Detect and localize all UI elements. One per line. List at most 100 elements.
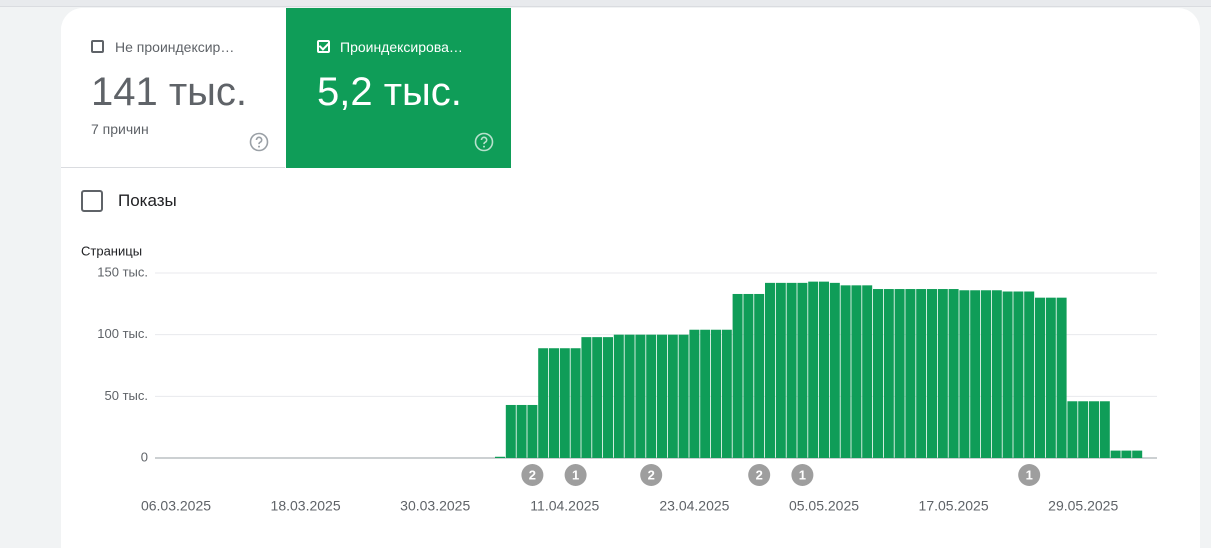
bar <box>927 289 937 458</box>
bar <box>527 404 538 458</box>
x-tick-label: 11.04.2025 <box>530 498 599 514</box>
event-marker <box>791 464 814 486</box>
bar <box>1099 401 1110 458</box>
bar <box>1132 450 1143 458</box>
bar <box>667 334 678 458</box>
bar <box>948 289 959 458</box>
bar <box>959 290 970 458</box>
card-label: Не проиндексир… <box>115 39 235 55</box>
bar <box>559 348 570 458</box>
bar <box>1089 401 1099 458</box>
card-note: 7 причин <box>91 121 149 137</box>
event-count: 2 <box>529 467 536 482</box>
bar <box>549 348 559 458</box>
page-body: {"cards": [ {"label": "Не проиндексир…",… <box>0 0 1211 526</box>
bar <box>635 334 646 458</box>
bar <box>538 348 549 458</box>
bar <box>775 282 786 458</box>
x-tick-label: 30.03.2025 <box>400 498 470 514</box>
bar <box>1056 297 1067 458</box>
bar <box>991 290 1002 458</box>
bar <box>883 289 894 458</box>
bar <box>603 337 613 458</box>
event-count: 1 <box>572 467 579 482</box>
x-tick-label: 23.04.2025 <box>659 498 729 514</box>
event-marker <box>564 464 587 486</box>
bar <box>981 290 991 458</box>
event-count: 1 <box>799 467 806 482</box>
bar <box>829 282 840 458</box>
page: html, body { margin: 0; width: 1211px; h… <box>0 0 1211 526</box>
bar <box>937 289 948 458</box>
event-marker <box>640 464 663 486</box>
bar <box>646 334 657 458</box>
bar <box>808 281 819 458</box>
bar <box>732 293 743 458</box>
bar <box>840 285 851 458</box>
bar <box>581 337 592 458</box>
y-tick-label: 0 <box>141 449 148 464</box>
card-label: Проиндексирова… <box>340 39 463 55</box>
bar <box>765 282 775 458</box>
bar <box>1067 401 1078 458</box>
card-value: 141 тыс. <box>91 70 248 114</box>
bar <box>1013 291 1024 458</box>
bar <box>678 334 689 458</box>
bar <box>700 329 711 458</box>
card-value: 5,2 тыс. <box>317 70 462 114</box>
chart: Страницы 0 50 тыс. 100 тыс. 150 тыс. 06.03.2… <box>81 243 1157 514</box>
bar <box>894 289 905 458</box>
impressions-checkbox[interactable] <box>81 190 103 212</box>
bar <box>970 290 981 458</box>
bar <box>721 329 732 458</box>
x-tick-label: 06.03.2025 <box>141 498 211 514</box>
bar <box>570 348 581 458</box>
bar <box>743 293 754 458</box>
event-count: 2 <box>648 467 655 482</box>
bar <box>851 285 862 458</box>
indexed-card[interactable]: Проиндексирова… 5,2 тыс. <box>286 8 511 168</box>
bar <box>689 329 700 458</box>
bar <box>905 289 916 458</box>
bar <box>1110 450 1121 458</box>
bar <box>1002 291 1013 458</box>
x-tick-label: 17.05.2025 <box>919 498 989 514</box>
bar <box>873 289 883 458</box>
bar <box>1024 291 1035 458</box>
bar <box>505 404 516 458</box>
bar <box>916 289 927 458</box>
event-marker <box>1018 464 1041 486</box>
bar <box>624 334 635 458</box>
top-strip <box>0 0 1211 7</box>
y-tick-label: 50 тыс. <box>105 388 148 403</box>
help-icon[interactable] <box>249 132 269 152</box>
y-tick-label: 150 тыс. <box>97 264 148 279</box>
impressions-label: Показы <box>118 191 177 210</box>
event-count: 1 <box>1026 467 1033 482</box>
bar <box>1121 450 1132 458</box>
bar <box>495 456 505 458</box>
x-tick-label: 18.03.2025 <box>271 498 341 514</box>
help-icon[interactable] <box>474 132 494 152</box>
y-axis-label: Страницы <box>81 243 142 258</box>
y-tick-label: 100 тыс. <box>97 326 148 341</box>
bar <box>711 329 721 458</box>
not-indexed-card[interactable]: Не проиндексир… 141 тыс. 7 причин <box>61 8 285 168</box>
event-count: 2 <box>756 467 763 482</box>
bar <box>754 293 765 458</box>
bar <box>613 334 624 458</box>
bar <box>819 281 829 458</box>
checkbox[interactable] <box>317 40 330 53</box>
x-tick-label: 05.05.2025 <box>789 498 859 514</box>
bar <box>862 285 873 458</box>
bar <box>1035 297 1045 458</box>
x-tick-label: 29.05.2025 <box>1048 498 1118 514</box>
bar <box>516 404 527 458</box>
bar <box>1078 401 1089 458</box>
bar <box>657 334 667 458</box>
event-marker <box>748 464 771 486</box>
bar <box>592 337 603 458</box>
event-marker <box>521 464 544 486</box>
bar <box>797 282 808 458</box>
checkbox[interactable] <box>91 40 104 53</box>
